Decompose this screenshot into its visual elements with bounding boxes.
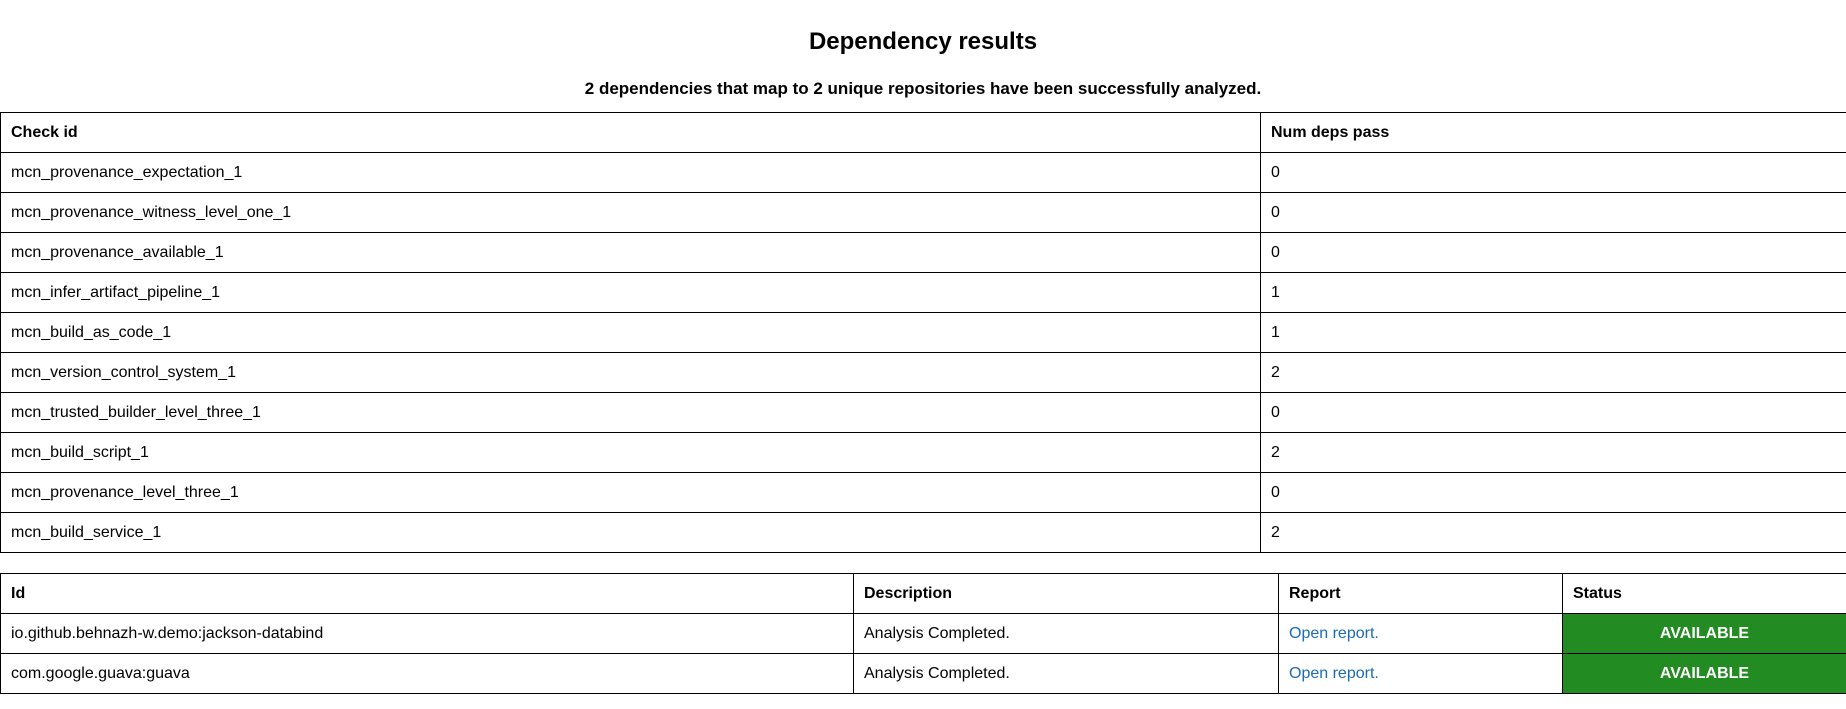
- num-deps-pass-cell: 2: [1260, 352, 1846, 393]
- table-row: mcn_provenance_expectation_1 0: [0, 152, 1846, 193]
- table-row: mcn_provenance_witness_level_one_1 0: [0, 192, 1846, 233]
- description-header: Description: [853, 573, 1279, 614]
- check-id-header: Check id: [0, 112, 1261, 153]
- num-deps-pass-header: Num deps pass: [1260, 112, 1846, 153]
- table-row: mcn_version_control_system_1 2: [0, 352, 1846, 393]
- dependency-id-cell: com.google.guava:guava: [0, 653, 854, 694]
- open-report-link[interactable]: Open report.: [1289, 664, 1379, 682]
- num-deps-pass-cell: 0: [1260, 472, 1846, 513]
- checks-header-row: Check id Num deps pass: [0, 112, 1846, 153]
- check-id-cell: mcn_trusted_builder_level_three_1: [0, 392, 1261, 433]
- num-deps-pass-cell: 0: [1260, 152, 1846, 193]
- dependency-id-cell: io.github.behnazh-w.demo:jackson-databin…: [0, 613, 854, 654]
- num-deps-pass-cell: 0: [1260, 232, 1846, 273]
- open-report-link[interactable]: Open report.: [1289, 624, 1379, 642]
- id-header: Id: [0, 573, 854, 614]
- check-id-cell: mcn_provenance_witness_level_one_1: [0, 192, 1261, 233]
- num-deps-pass-cell: 2: [1260, 512, 1846, 553]
- report-header: Report: [1278, 573, 1563, 614]
- num-deps-pass-cell: 2: [1260, 432, 1846, 473]
- table-row: com.google.guava:guava Analysis Complete…: [0, 653, 1846, 694]
- description-cell: Analysis Completed.: [853, 653, 1279, 694]
- table-row: mcn_provenance_available_1 0: [0, 232, 1846, 273]
- num-deps-pass-cell: 1: [1260, 312, 1846, 353]
- check-id-cell: mcn_build_as_code_1: [0, 312, 1261, 353]
- deps-header-row: Id Description Report Status: [0, 573, 1846, 614]
- status-header: Status: [1562, 573, 1846, 614]
- table-row: io.github.behnazh-w.demo:jackson-databin…: [0, 613, 1846, 654]
- check-id-cell: mcn_infer_artifact_pipeline_1: [0, 272, 1261, 313]
- num-deps-pass-cell: 0: [1260, 392, 1846, 433]
- check-id-cell: mcn_build_service_1: [0, 512, 1261, 553]
- description-cell: Analysis Completed.: [853, 613, 1279, 654]
- table-row: mcn_build_as_code_1 1: [0, 312, 1846, 353]
- checks-table: Check id Num deps pass mcn_provenance_ex…: [0, 112, 1846, 553]
- table-row: mcn_build_service_1 2: [0, 512, 1846, 553]
- report-cell: Open report.: [1278, 653, 1563, 694]
- check-id-cell: mcn_provenance_available_1: [0, 232, 1261, 273]
- report-cell: Open report.: [1278, 613, 1563, 654]
- dependencies-table: Id Description Report Status io.github.b…: [0, 573, 1846, 694]
- check-id-cell: mcn_version_control_system_1: [0, 352, 1261, 393]
- check-id-cell: mcn_provenance_expectation_1: [0, 152, 1261, 193]
- page-title: Dependency results: [808, 28, 1038, 55]
- table-row: mcn_provenance_level_three_1 0: [0, 472, 1846, 513]
- table-row: mcn_build_script_1 2: [0, 432, 1846, 473]
- status-badge: AVAILABLE: [1562, 653, 1846, 694]
- check-id-cell: mcn_build_script_1: [0, 432, 1261, 473]
- num-deps-pass-cell: 0: [1260, 192, 1846, 233]
- table-row: mcn_trusted_builder_level_three_1 0: [0, 392, 1846, 433]
- check-id-cell: mcn_provenance_level_three_1: [0, 472, 1261, 513]
- dependency-results-page: Dependency results 2 dependencies that m…: [0, 28, 1846, 694]
- summary-text: 2 dependencies that map to 2 unique repo…: [584, 79, 1262, 98]
- num-deps-pass-cell: 1: [1260, 272, 1846, 313]
- table-row: mcn_infer_artifact_pipeline_1 1: [0, 272, 1846, 313]
- status-badge: AVAILABLE: [1562, 613, 1846, 654]
